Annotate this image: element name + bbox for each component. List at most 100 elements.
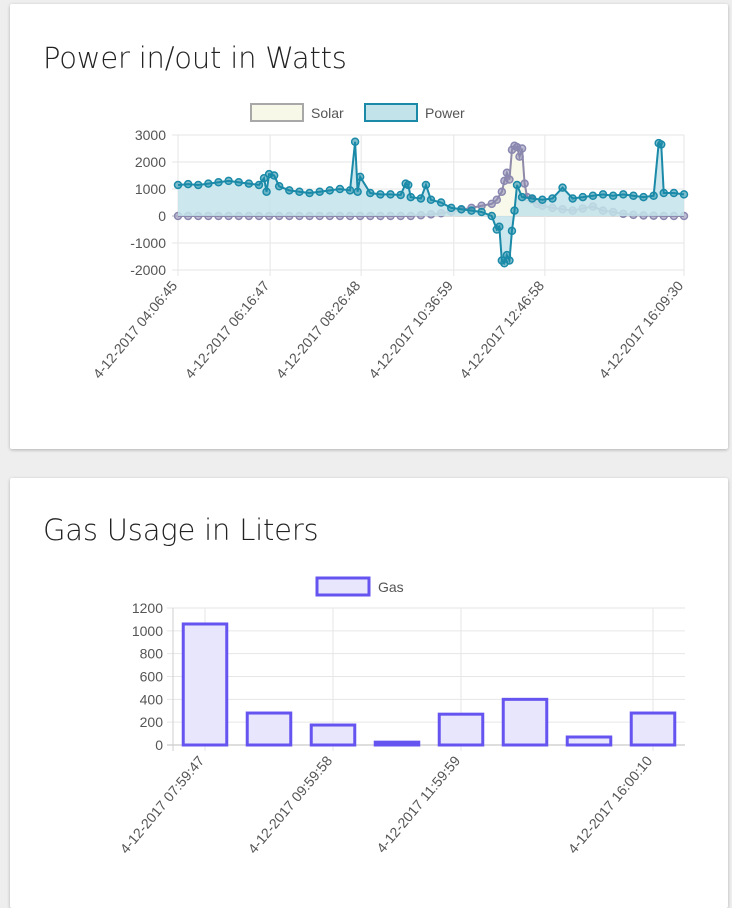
data-point-power — [325, 186, 335, 195]
data-point-power — [467, 206, 476, 215]
y-tick-label: 0 — [158, 208, 166, 224]
data-point-power — [254, 180, 264, 190]
gas-chart: 1200 1000 800 600 400 200 04-12-2017 07:59:47 4… — [116, 576, 685, 857]
y-tick-label: 400 — [140, 691, 164, 707]
data-point-power — [649, 191, 658, 200]
y-tick-label: -1000 — [130, 235, 166, 251]
gas-bar — [181, 622, 229, 747]
data-point-power — [436, 198, 446, 207]
data-point-power — [457, 205, 466, 214]
gas-bar — [245, 711, 293, 747]
data-point-power — [477, 207, 486, 217]
data-point-power — [350, 137, 360, 146]
data-point-power — [578, 192, 588, 202]
data-point-power — [366, 188, 375, 198]
data-point-power — [353, 187, 362, 196]
legend-label-gas: Gas — [378, 579, 404, 595]
x-tick-label: 4-12-2017 16:09:30 — [595, 277, 686, 381]
data-point-power — [426, 195, 436, 205]
gas-chart-title: Gas Usage in Liters — [43, 513, 319, 547]
data-point-power — [269, 171, 279, 180]
gas-bar — [437, 712, 485, 747]
legend-swatch-power — [364, 103, 418, 122]
x-tick-label: 4-12-2017 09:59:58 — [244, 752, 335, 856]
legend-label-solar: Solar — [311, 105, 344, 121]
x-tick-label: 4-12-2017 07:59:47 — [116, 752, 207, 856]
data-point-power — [244, 179, 254, 188]
data-point-power — [495, 222, 504, 232]
data-point-power — [193, 180, 203, 190]
data-point-power — [639, 192, 648, 202]
x-tick-label: 4-12-2017 08:26:48 — [273, 277, 364, 381]
data-point-power — [406, 192, 416, 202]
data-point-solar — [520, 179, 529, 188]
data-point-power — [421, 180, 431, 190]
data-point-power — [262, 187, 271, 196]
data-point-power — [355, 172, 365, 182]
data-point-power — [224, 176, 233, 186]
y-tick-label: 3000 — [135, 127, 166, 143]
data-point-power — [274, 182, 284, 191]
data-point-power — [619, 190, 628, 199]
y-tick-label: 1200 — [132, 600, 163, 616]
data-point-power — [538, 195, 547, 205]
data-point-power — [403, 180, 413, 190]
legend-swatch-solar — [250, 103, 304, 122]
gas-bar — [629, 711, 677, 747]
data-point-power — [416, 194, 426, 203]
data-point-power — [659, 188, 669, 198]
data-point-power — [517, 192, 527, 202]
data-point-power — [568, 194, 577, 203]
data-point-power — [510, 206, 519, 215]
x-tick-label: 4-12-2017 04:06:45 — [89, 277, 180, 381]
gas-bar — [373, 740, 421, 747]
gas-bar — [565, 735, 613, 747]
data-point-power — [507, 226, 517, 236]
data-point-power — [234, 178, 243, 187]
y-tick-label: 600 — [140, 669, 164, 685]
data-point-power — [204, 179, 213, 188]
data-point-power — [386, 190, 395, 199]
data-point-power — [512, 180, 522, 190]
x-tick-label: 4-12-2017 10:36:59 — [365, 277, 456, 381]
gas-bar — [309, 723, 357, 747]
data-point-power — [679, 190, 689, 199]
data-point-power — [315, 187, 324, 196]
y-tick-label: -2000 — [130, 262, 166, 278]
legend-swatch-gas — [315, 576, 371, 597]
data-point-solar — [497, 187, 507, 196]
data-point-power — [608, 191, 618, 200]
power-chart-title: Power in/out in Watts — [43, 41, 347, 75]
data-point-power — [558, 183, 567, 192]
data-point-power — [548, 194, 557, 203]
data-point-power — [305, 188, 314, 198]
data-point-power — [598, 190, 608, 199]
data-point-solar — [515, 152, 524, 161]
data-point-solar — [502, 168, 512, 178]
x-tick-label: 4-12-2017 11:59:59 — [373, 752, 463, 855]
data-point-power — [669, 188, 679, 198]
y-tick-label: 200 — [140, 714, 164, 730]
y-tick-label: 0 — [155, 737, 163, 753]
data-point-power — [214, 178, 223, 187]
y-tick-label: 800 — [140, 646, 164, 662]
x-tick-label: 4-12-2017 12:46:58 — [456, 277, 547, 381]
data-point-power — [335, 184, 345, 194]
x-tick-label: 4-12-2017 16:00:10 — [564, 752, 655, 856]
data-point-power — [183, 179, 193, 189]
data-point-power — [656, 140, 666, 149]
y-tick-label: 2000 — [135, 154, 166, 170]
data-point-power — [285, 186, 294, 195]
data-point-power — [527, 194, 537, 203]
y-tick-label: 1000 — [135, 181, 166, 197]
data-point-power — [295, 187, 304, 196]
data-point-solar — [505, 175, 514, 184]
data-point-power — [629, 191, 638, 200]
data-point-power — [505, 256, 514, 265]
data-point-power — [487, 211, 496, 221]
data-point-solar — [517, 144, 527, 153]
data-point-power — [396, 190, 405, 200]
data-point-power — [173, 180, 183, 190]
gas-bar — [501, 697, 549, 747]
